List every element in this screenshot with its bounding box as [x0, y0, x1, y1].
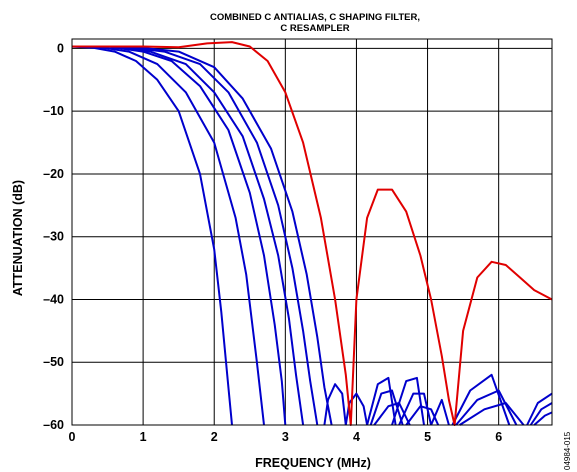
stopband-lobe-line — [529, 402, 553, 426]
red-series-line — [72, 41, 553, 426]
x-tick-label: 3 — [282, 430, 289, 444]
stopband-lobe-line — [430, 398, 450, 426]
stopband-lobe-line — [459, 402, 525, 426]
stopband-lobe-line — [526, 392, 553, 426]
stopband-lobe-line — [533, 411, 553, 426]
stopband-lobe-line — [344, 392, 369, 426]
stopband-lobe-line — [391, 376, 425, 426]
y-tick-label: –30 — [43, 230, 64, 244]
y-tick-label: –10 — [43, 104, 64, 118]
stopband-lobe-line — [451, 373, 511, 426]
x-tick-label: 0 — [69, 430, 76, 444]
blue-series-line-1 — [71, 45, 233, 426]
x-axis-label: FREQUENCY (MHz) — [255, 456, 371, 470]
stopband-lobe-line — [455, 389, 518, 426]
x-tick-label: 6 — [495, 430, 502, 444]
x-tick-label: 5 — [424, 430, 431, 444]
y-axis-label: ATTENUATION (dB) — [11, 180, 25, 296]
chart-title-line1: COMBINED C ANTIALIAS, C SHAPING FILTER, — [210, 12, 420, 23]
grid-lines — [71, 39, 552, 426]
stopband-lobe-line — [323, 383, 347, 426]
x-tick-label: 2 — [211, 430, 218, 444]
x-tick-label: 4 — [353, 430, 360, 444]
blue-series-line-6 — [72, 45, 333, 426]
y-tick-label: –60 — [43, 418, 64, 432]
y-tick-label: –50 — [43, 355, 64, 369]
figure-code: 04984-015 — [563, 431, 572, 470]
blue-series-line-2 — [71, 45, 265, 426]
y-tick-labels: 0 –10 –20 –30 –40 –50 –60 — [43, 41, 64, 432]
blue-series-line-3 — [72, 45, 287, 426]
y-tick-label: 0 — [57, 41, 64, 55]
response-curves — [71, 41, 553, 426]
blue-series-line-5 — [72, 45, 319, 426]
x-tick-labels: 0 1 2 3 4 5 6 — [69, 430, 503, 444]
plot-frame — [71, 38, 553, 426]
y-tick-label: –40 — [43, 292, 64, 306]
stopband-lobe-line — [366, 376, 397, 426]
stopband-lobe-line — [398, 392, 433, 426]
blue-series-line-4 — [72, 45, 305, 426]
chart-title-line2: C RESAMPLER — [280, 23, 349, 34]
y-tick-label: –20 — [43, 167, 64, 181]
x-tick-label: 1 — [140, 430, 147, 444]
